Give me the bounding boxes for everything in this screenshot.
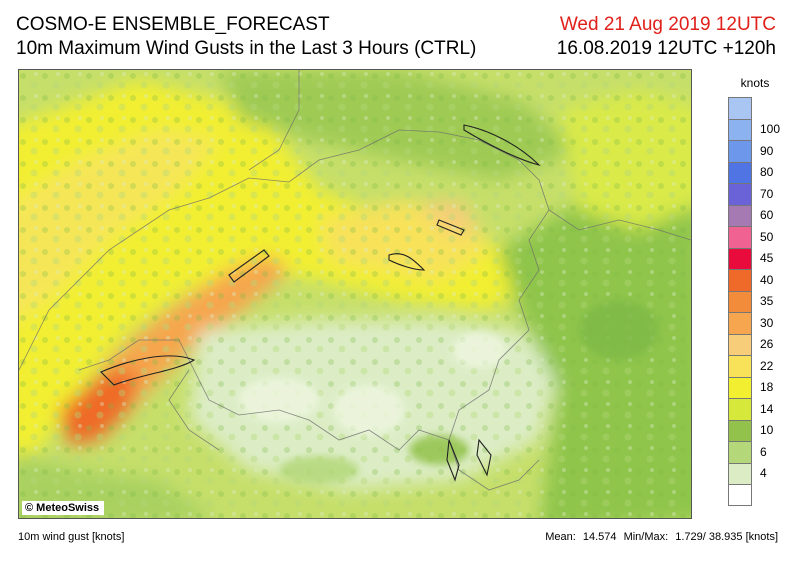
valley-green-2 bbox=[279, 456, 359, 484]
minmax-label: Min/Max: bbox=[623, 531, 669, 543]
legend-unit: knots bbox=[740, 76, 770, 90]
lake-maggiore bbox=[446, 439, 460, 482]
mean-value: 14.574 bbox=[582, 531, 617, 543]
colorbar-cell bbox=[728, 333, 752, 355]
colorbar-tick-label: 10 bbox=[760, 423, 774, 438]
colorbar-cell bbox=[728, 226, 752, 248]
lake-neuchatel bbox=[228, 249, 270, 283]
colorbar-cell bbox=[728, 118, 752, 140]
copyright-label: © MeteoSwiss bbox=[22, 501, 105, 515]
colorbar-tick-label: 35 bbox=[760, 294, 774, 309]
colorbar-tick-label: 60 bbox=[760, 208, 774, 223]
valid-time: Wed 21 Aug 2019 12UTC bbox=[559, 14, 776, 35]
colorbar-cell bbox=[728, 376, 752, 398]
colorbar-tick-label: 90 bbox=[760, 143, 774, 158]
colorbar-cell bbox=[728, 140, 752, 162]
colorbar-tick-label: 14 bbox=[760, 401, 774, 416]
alpine-patch-3 bbox=[453, 332, 505, 368]
colorbar-tick-label: 50 bbox=[760, 229, 774, 244]
border-line-3 bbox=[548, 209, 691, 241]
colorbar-tick-label: 22 bbox=[760, 358, 774, 373]
colorbar-cell bbox=[728, 355, 752, 377]
lake-zurich bbox=[436, 219, 465, 236]
minmax-value: 1.729/ 38.935 [knots] bbox=[675, 531, 778, 543]
colorbar-cell bbox=[728, 269, 752, 291]
colorbar-cell bbox=[728, 204, 752, 226]
run-time: 16.08.2019 12UTC +120h bbox=[556, 38, 776, 59]
colorbar bbox=[728, 97, 752, 506]
colorbar-cell bbox=[728, 161, 752, 183]
colorbar-tick-label: 4 bbox=[760, 466, 767, 481]
title-model: COSMO-E ENSEMBLE_FORECAST bbox=[16, 14, 330, 35]
border-line-5 bbox=[168, 369, 220, 451]
lake-como bbox=[476, 438, 492, 477]
border-line-2 bbox=[248, 70, 300, 171]
lake-lucerne bbox=[388, 253, 426, 271]
title-product: 10m Maximum Wind Gusts in the Last 3 Hou… bbox=[16, 38, 477, 59]
lake-constance bbox=[463, 124, 541, 167]
colorbar-tick-label: 100 bbox=[760, 122, 781, 137]
map-svg bbox=[19, 70, 691, 518]
colorbar-cell bbox=[728, 441, 752, 463]
colorbar-tick-label: 80 bbox=[760, 165, 774, 180]
colorbar-cell bbox=[728, 290, 752, 312]
colorbar-cell bbox=[728, 183, 752, 205]
colorbar-cell bbox=[728, 97, 752, 119]
colorbar-tick-label: 70 bbox=[760, 186, 774, 201]
texture bbox=[19, 70, 691, 518]
colorbar-tick-label: 6 bbox=[760, 444, 767, 459]
colorbar-tick-label: 40 bbox=[760, 272, 774, 287]
border-line-1 bbox=[78, 129, 550, 451]
colorbar-tick-label: 26 bbox=[760, 337, 774, 352]
colorbar-cell bbox=[728, 462, 752, 484]
colorbar-cell bbox=[728, 312, 752, 334]
wind-gust-map: © MeteoSwiss bbox=[18, 69, 692, 519]
colorbar-cell bbox=[728, 419, 752, 441]
alpine-patch-2 bbox=[334, 385, 404, 435]
colorbar-cell bbox=[728, 484, 752, 506]
colorbar-tick-label: 30 bbox=[760, 315, 774, 330]
border-line-6 bbox=[19, 197, 210, 371]
valley-green-1 bbox=[409, 435, 469, 465]
colorbar-cell bbox=[728, 398, 752, 420]
lake-geneva bbox=[100, 355, 196, 386]
alpine-patch-1 bbox=[239, 378, 319, 422]
east-patch bbox=[579, 300, 659, 360]
border-line-4 bbox=[448, 439, 540, 491]
mean-label: Mean: bbox=[545, 531, 576, 543]
colorbar-tick-label: 45 bbox=[760, 251, 774, 266]
colorbar-tick-label: 18 bbox=[760, 380, 774, 395]
colorbar-cell bbox=[728, 247, 752, 269]
variable-label: 10m wind gust [knots] bbox=[18, 531, 125, 543]
statistics: Mean: 14.574 Min/Max: 1.729/ 38.935 [kno… bbox=[541, 531, 778, 543]
